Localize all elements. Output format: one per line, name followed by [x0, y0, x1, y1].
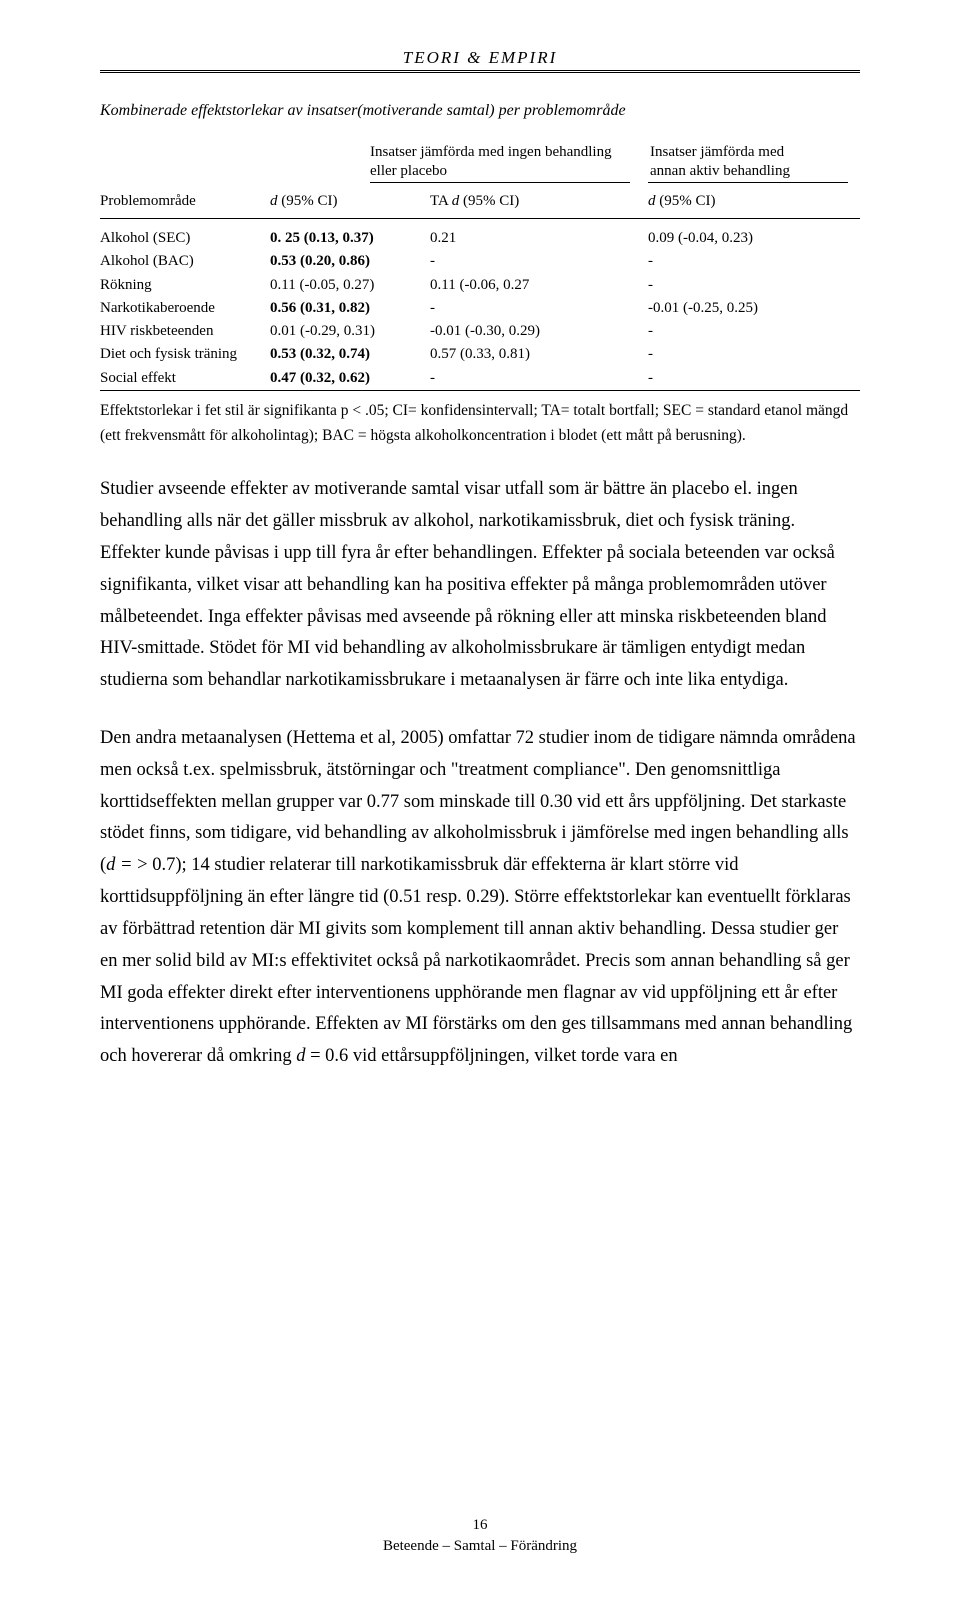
row-label: Alkohol (SEC)	[100, 227, 270, 250]
row-label: Narkotikaberoende	[100, 297, 270, 320]
column-header-row: Problemområde d (95% CI) TA d (95% CI) d…	[100, 193, 860, 216]
row-d1: 0.56 (0.31, 0.82)	[270, 297, 430, 320]
header-underline	[100, 218, 860, 219]
row-label: Social effekt	[100, 367, 270, 390]
table-title: Kombinerade effektstorlekar av insatser(…	[100, 102, 860, 120]
row-d1: 0.53 (0.20, 0.86)	[270, 250, 430, 273]
table-row: Diet och fysisk träning0.53 (0.32, 0.74)…	[100, 343, 860, 366]
row-d1: 0.53 (0.32, 0.74)	[270, 343, 430, 366]
header-rule	[100, 70, 860, 74]
col-problem-header: Problemområde	[100, 193, 270, 210]
row-d2: 0.09 (-0.04, 0.23)	[648, 227, 808, 250]
comparison-headers-line1: Insatser jämförda med ingen behandling I…	[100, 144, 860, 161]
row-d1: 0.47 (0.32, 0.62)	[270, 367, 430, 390]
row-d2: -	[648, 274, 808, 297]
comparison-left-2: eller placebo	[370, 163, 650, 180]
rule-right	[648, 182, 848, 183]
table-row: Narkotikaberoende0.56 (0.31, 0.82)--0.01…	[100, 297, 860, 320]
comparison-right-2: annan aktiv behandling	[650, 163, 860, 180]
row-ta: -	[430, 297, 648, 320]
comparison-right-1: Insatser jämförda med	[650, 144, 860, 161]
row-label: HIV riskbeteenden	[100, 320, 270, 343]
row-d2: -	[648, 367, 808, 390]
table-bottom-rule	[100, 390, 860, 391]
row-ta: 0.21	[430, 227, 648, 250]
row-ta: 0.57 (0.33, 0.81)	[430, 343, 648, 366]
table-row: Social effekt0.47 (0.32, 0.62)--	[100, 367, 860, 390]
row-label: Diet och fysisk träning	[100, 343, 270, 366]
row-d1: 0.01 (-0.29, 0.31)	[270, 320, 430, 343]
table-row: Alkohol (BAC)0.53 (0.20, 0.86)--	[100, 250, 860, 273]
row-ta: 0.11 (-0.06, 0.27	[430, 274, 648, 297]
col-ta-header: TA d (95% CI)	[430, 193, 648, 210]
comparison-headers-line2: eller placebo annan aktiv behandling	[100, 163, 860, 180]
page-footer: 16 Beteende – Samtal – Förändring	[0, 1515, 960, 1557]
rule-left	[370, 182, 630, 183]
comparison-rules	[100, 182, 860, 183]
table-body: Alkohol (SEC)0. 25 (0.13, 0.37)0.210.09 …	[100, 227, 860, 390]
row-ta: -0.01 (-0.30, 0.29)	[430, 320, 648, 343]
col-d1-header: d (95% CI)	[270, 193, 430, 210]
running-header: TEORI & EMPIRI	[100, 48, 860, 68]
comparison-left-1: Insatser jämförda med ingen behandling	[370, 144, 650, 161]
row-d2: -	[648, 320, 808, 343]
row-ta: -	[430, 250, 648, 273]
body-paragraph-1: Studier avseende effekter av motiverande…	[100, 474, 860, 697]
col-d2-header: d (95% CI)	[648, 193, 808, 210]
row-label: Rökning	[100, 274, 270, 297]
page-number: 16	[0, 1515, 960, 1536]
row-d2: -	[648, 343, 808, 366]
row-d1: 0.11 (-0.05, 0.27)	[270, 274, 430, 297]
table-row: Alkohol (SEC)0. 25 (0.13, 0.37)0.210.09 …	[100, 227, 860, 250]
row-d1: 0. 25 (0.13, 0.37)	[270, 227, 430, 250]
body-paragraph-2: Den andra metaanalysen (Hettema et al, 2…	[100, 723, 860, 1073]
table-row: HIV riskbeteenden0.01 (-0.29, 0.31)-0.01…	[100, 320, 860, 343]
row-label: Alkohol (BAC)	[100, 250, 270, 273]
table-row: Rökning0.11 (-0.05, 0.27)0.11 (-0.06, 0.…	[100, 274, 860, 297]
row-d2: -0.01 (-0.25, 0.25)	[648, 297, 808, 320]
row-d2: -	[648, 250, 808, 273]
table-note: Effektstorlekar i fet stil är signifikan…	[100, 399, 860, 449]
row-ta: -	[430, 367, 648, 390]
footer-line: Beteende – Samtal – Förändring	[0, 1536, 960, 1557]
